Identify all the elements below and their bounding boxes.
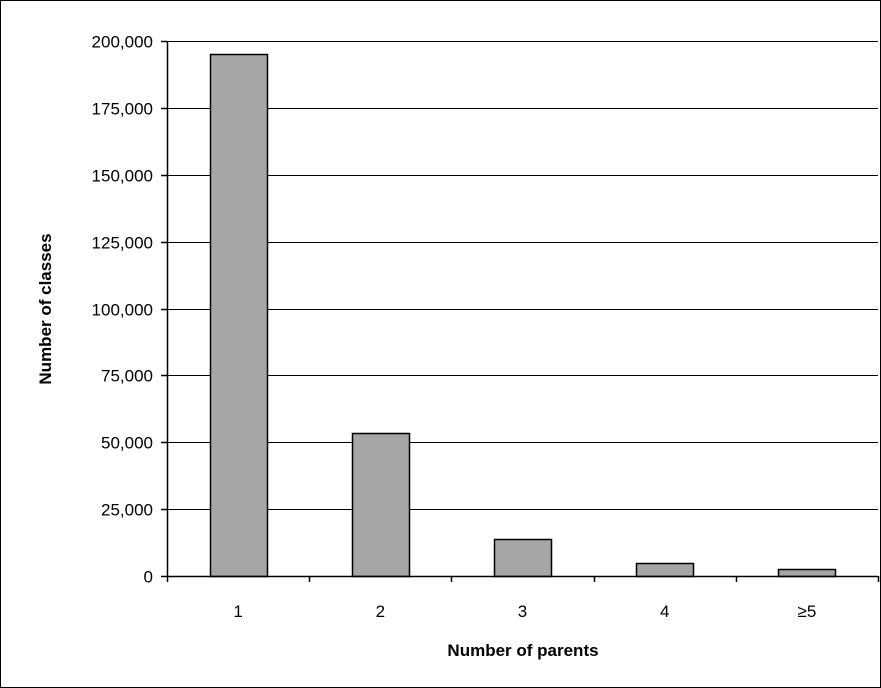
bar-3 — [493, 538, 553, 578]
grid-lines — [167, 41, 878, 510]
y-tick-label: 175,000 — [92, 100, 153, 119]
x-tick-label: 4 — [660, 602, 669, 621]
x-tick-label: 3 — [518, 602, 527, 621]
y-tick-label: 200,000 — [92, 33, 153, 52]
bars — [209, 53, 837, 578]
y-tick-label: 75,000 — [101, 367, 153, 386]
y-tick-label: 50,000 — [101, 434, 153, 453]
bar-2 — [351, 432, 411, 578]
x-tick-label: 1 — [233, 602, 242, 621]
y-tick-label: 125,000 — [92, 234, 153, 253]
bar-5 — [777, 568, 837, 578]
y-tick-label: 25,000 — [101, 501, 153, 520]
x-tick-label: 2 — [376, 602, 385, 621]
axes — [161, 40, 880, 582]
y-tick-labels: 0 25,000 50,000 75,000 100,000 125,000 150,000… — [92, 33, 153, 587]
bar-1 — [209, 53, 269, 578]
x-tick-labels: 1 2 3 4 ≥5 — [233, 602, 816, 621]
y-tick-label: 0 — [144, 568, 153, 587]
y-tick-label: 150,000 — [92, 167, 153, 186]
y-axis-title: Number of classes — [36, 233, 55, 384]
x-axis-title: Number of parents — [447, 641, 598, 660]
bar-4 — [635, 562, 695, 578]
x-tick-label: ≥5 — [798, 602, 817, 621]
y-tick-label: 100,000 — [92, 301, 153, 320]
